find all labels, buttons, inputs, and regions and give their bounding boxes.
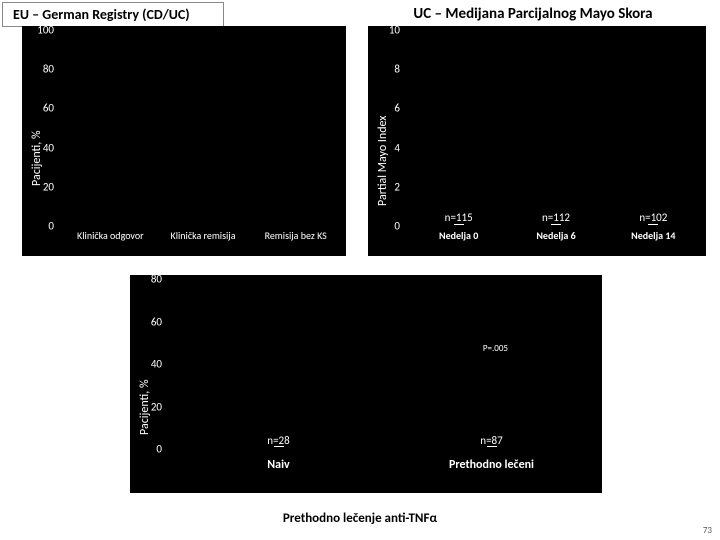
chart-c-plot: n=28 n=87 P=.005 [172,279,598,449]
chart-a: Pacijenti, % Klinička odgovorKlinička re… [22,26,346,256]
ytick: 40 [130,358,166,371]
n-label: n=115 [445,211,473,224]
ytick: 0 [130,443,166,456]
ytick: 2 [368,180,404,193]
slide-number: 73 [703,525,712,536]
xlabel: Prethodno lečeni [385,453,598,493]
ytick: 20 [22,180,58,193]
n-label: n=102 [639,211,667,224]
chart-c-pvalue: P=.005 [483,343,508,354]
chart-c: Pacijenti, % n=28n=87 P=.005 NaivPrethod… [130,275,602,493]
xlabel: Klinička remisija [157,228,250,256]
ytick: 6 [368,102,404,115]
xlabel: Nedelja 0 [410,228,507,256]
ytick: 60 [130,315,166,328]
ytick: 80 [22,63,58,76]
xlabel: Klinička odgovor [64,228,157,256]
title-right: UC – Medijana Parcijalnog Mayo Skora [348,2,718,26]
chart-a-ylabel: Pacijenti, % [30,130,44,186]
chart-b: Partial Mayo Index n=115n=112n=102 Nedel… [368,26,706,256]
ytick: 4 [368,141,404,154]
xlabel: Remisija bez KS [249,228,342,256]
xlabel: Nedelja 6 [507,228,604,256]
xlabel: Naiv [172,453,385,493]
n-label: n=87 [480,434,502,447]
ytick: 80 [130,273,166,286]
ytick: 40 [22,141,58,154]
ytick: 10 [368,24,404,37]
n-label: n=112 [542,211,570,224]
ytick: 100 [22,24,58,37]
ytick: 0 [368,220,404,233]
ytick: 60 [22,102,58,115]
n-label: n=28 [267,434,289,447]
bottom-caption: Prethodno lečenje anti-TNFα [0,511,720,526]
ytick: 20 [130,400,166,413]
xlabel: Nedelja 14 [605,228,702,256]
ytick: 0 [22,220,58,233]
chart-b-plot: n=115 n=112 n=102 [410,30,702,226]
chart-a-plot [64,30,342,226]
ytick: 8 [368,63,404,76]
